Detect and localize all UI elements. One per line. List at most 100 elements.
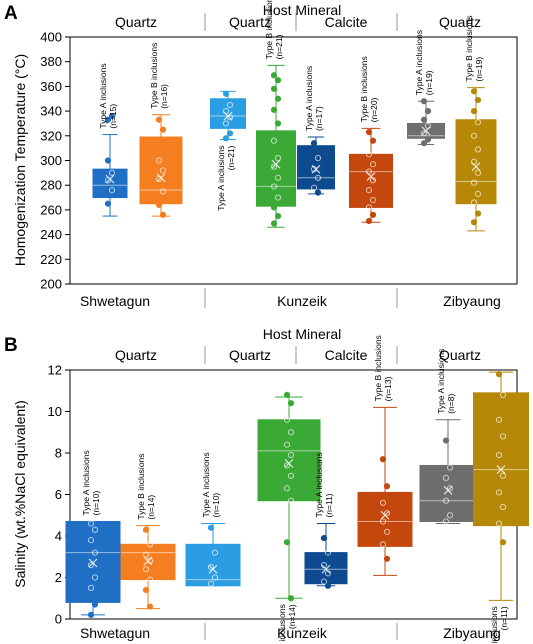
data-point <box>222 135 230 142</box>
data-point <box>424 136 432 143</box>
data-point <box>287 472 295 479</box>
box-annotation: Type A inclusions <box>436 349 446 414</box>
data-point <box>155 116 163 123</box>
data-point <box>495 520 503 527</box>
data-point <box>310 166 318 173</box>
data-point <box>270 183 278 190</box>
data-point <box>383 483 391 490</box>
data-point <box>270 204 278 211</box>
data-point <box>207 580 215 587</box>
y-tick-label: 4 <box>55 529 62 544</box>
host-mineral-label: Quartz <box>229 14 271 30</box>
box-annotation: (n=21) <box>274 34 284 59</box>
data-point <box>474 210 482 217</box>
data-point <box>365 217 373 225</box>
data-point <box>495 489 503 496</box>
data-point <box>287 451 295 459</box>
host-mineral-label: Calcite <box>325 347 368 363</box>
y-tick-label: 10 <box>48 404 62 419</box>
data-point <box>495 371 503 378</box>
data-point <box>474 96 482 104</box>
data-point <box>369 137 377 144</box>
data-point <box>283 441 291 448</box>
panel-b-letter: B <box>4 335 18 356</box>
data-point <box>274 154 282 162</box>
data-point <box>226 130 234 137</box>
data-point <box>383 555 391 562</box>
data-point <box>222 120 230 127</box>
host-mineral-label: Quartz <box>115 14 157 30</box>
box-annotation: Type B inclusions <box>149 43 159 109</box>
data-point <box>287 429 295 436</box>
box-3: Type A inclusions (n=21) <box>210 90 246 211</box>
data-point <box>155 175 163 183</box>
host-mineral-label: Quartz <box>115 347 157 363</box>
data-point <box>108 187 116 194</box>
site-label: Zibyaung <box>443 293 501 309</box>
data-point <box>91 549 99 556</box>
data-point <box>207 564 215 571</box>
data-point <box>104 116 112 123</box>
data-point <box>383 528 391 535</box>
data-point <box>379 456 387 463</box>
data-point <box>222 90 230 97</box>
data-point <box>499 433 507 440</box>
data-point <box>155 201 163 209</box>
box-iqr <box>92 168 128 199</box>
panel-b-plot: 0 2 4 6 8 10 12 Quartz Quartz Calcite Quartz Shweta… <box>48 335 529 644</box>
data-point <box>320 561 328 569</box>
data-point <box>420 116 428 123</box>
data-point <box>283 539 291 546</box>
panel-a-title: Host Mineral <box>263 2 342 18</box>
data-point <box>91 574 99 581</box>
box-annotation: (n=14) <box>287 604 297 629</box>
host-mineral-label: Quartz <box>229 347 271 363</box>
data-point <box>365 128 373 136</box>
box-annotation: Type A inclusions <box>98 63 108 128</box>
y-tick-label: 380 <box>40 54 62 69</box>
y-tick-label: 280 <box>40 178 62 193</box>
box-annotation: (n=16) <box>159 84 169 109</box>
data-point <box>270 220 278 227</box>
site-label: Kunzeik <box>277 293 328 309</box>
box-5: Type A inclusions (n=11) <box>304 452 348 589</box>
data-point <box>142 526 150 533</box>
data-point <box>274 120 282 127</box>
panel-b-ylabel: Salinity (wt.%NaCl equivalent) <box>12 400 28 588</box>
data-point <box>379 518 387 525</box>
panel-a-letter: A <box>4 3 18 24</box>
box-2: Type B inclusions (n=14) <box>120 453 176 610</box>
y-tick-label: 6 <box>55 487 62 502</box>
box-iqr <box>419 464 477 522</box>
site-label: Shwetagun <box>80 293 150 309</box>
data-point <box>365 187 373 194</box>
data-point <box>287 497 295 504</box>
data-point <box>470 132 478 139</box>
data-point <box>314 174 322 181</box>
data-point <box>142 586 150 594</box>
data-point <box>91 601 99 608</box>
box-7: Type A inclusions (n=19) <box>407 30 445 147</box>
y-tick-label: 8 <box>55 446 62 461</box>
data-point <box>146 541 154 548</box>
box-annotation: (n=10) <box>91 490 101 515</box>
data-point <box>270 106 278 113</box>
data-point <box>420 140 428 147</box>
data-point <box>104 177 112 184</box>
data-point <box>314 154 322 162</box>
box-annotation: Type B inclusions <box>373 335 383 401</box>
box-7: Type A inclusions (n=8) <box>419 349 477 525</box>
data-point <box>146 576 154 583</box>
data-point <box>270 72 278 79</box>
data-point <box>499 472 507 479</box>
data-point <box>226 101 234 109</box>
data-point <box>270 163 278 170</box>
data-point <box>91 526 99 533</box>
data-point <box>104 200 112 207</box>
data-point <box>474 119 482 126</box>
box-annotation: (n=17) <box>314 106 324 131</box>
data-point <box>324 570 332 577</box>
data-point <box>310 140 318 147</box>
data-point <box>442 518 450 525</box>
site-label: Kunzeik <box>277 625 328 641</box>
